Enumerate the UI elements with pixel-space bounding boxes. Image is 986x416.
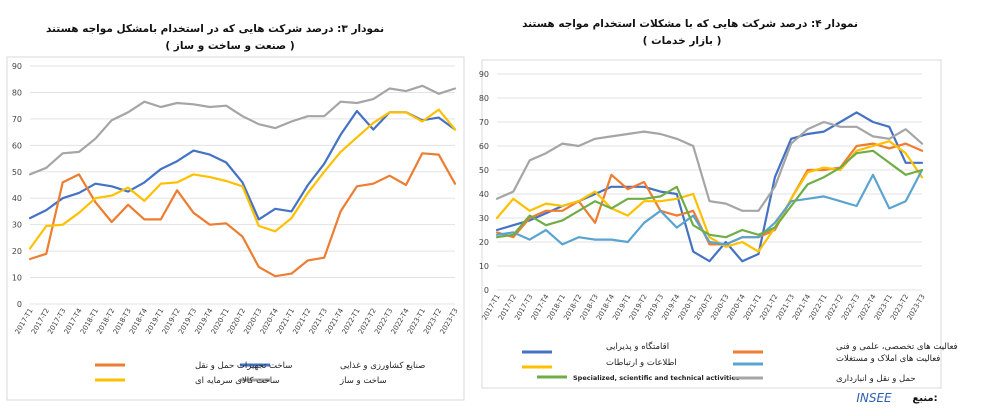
y-tick-label: 50	[12, 168, 22, 177]
legend-label: ساخت تجهیزات حمل و نقل	[195, 361, 292, 371]
series-line-1	[28, 109, 457, 221]
legend-label: فعالیت های املاک و مستغلات	[836, 354, 940, 364]
series-line-2	[495, 142, 924, 246]
chart3-legend: صنایع کشاورزی و غذایی ساخت تجهیزات حمل و …	[95, 361, 425, 386]
legend-label: فعالیت های تخصصی، علمی و فنی	[836, 342, 958, 352]
y-tick-label: 80	[12, 88, 22, 97]
chart4-legend: اقامتگاه و پذیرایی فعالیت های تخصصی، علمی…	[522, 341, 958, 384]
chart4-title: نمودار ۴: درصد شرکت هایی که با مشکلات اس…	[522, 18, 858, 30]
y-tick-label: 20	[12, 247, 22, 256]
y-tick-label: 30	[12, 221, 22, 230]
series-line-3	[28, 84, 457, 176]
y-tick-label: 0	[484, 286, 489, 295]
y-tick-label: 80	[479, 94, 489, 103]
y-tick-label: 60	[479, 142, 489, 151]
legend-label: اقامتگاه و پذیرایی	[606, 341, 669, 352]
y-tick-label: 40	[479, 190, 489, 199]
y-tick-label: 40	[12, 194, 22, 203]
y-tick-label: 0	[17, 300, 22, 309]
plot-frame	[481, 59, 942, 389]
legend-label: حمل و نقل و انبارداری	[836, 374, 916, 384]
y-tick-label: 70	[479, 118, 489, 127]
series-line-4	[28, 108, 457, 250]
series-line-5	[495, 149, 924, 239]
legend-label: Specialized, scientific and technical ac…	[573, 374, 740, 382]
y-tick-label: 90	[12, 62, 22, 71]
chart3-title: نمودار ۳: درصد شرکت هایی که در استخدام ب…	[46, 23, 384, 35]
y-tick-label: 10	[479, 262, 489, 271]
chart4-subtitle: ( بازار خدمات )	[643, 35, 722, 47]
y-tick-label: 50	[479, 166, 489, 175]
y-tick-label: 10	[12, 274, 22, 283]
legend-label: اطلاعات و ارتباطات	[606, 358, 677, 368]
chart3-subtitle: ( صنعت و ساخت و ساز )	[165, 40, 294, 52]
legend-label: صنایع کشاورزی و غذایی	[340, 361, 425, 371]
series-line-2	[28, 152, 457, 278]
y-tick-label: 90	[479, 70, 489, 79]
series-line-6	[495, 120, 924, 212]
y-tick-label: 70	[12, 115, 22, 124]
legend-label: ساخت و ساز	[339, 376, 387, 386]
y-tick-label: 20	[479, 238, 489, 247]
y-tick-label: 30	[479, 214, 489, 223]
y-tick-label: 60	[12, 141, 22, 150]
chart3-plot: 01020304050607080902017-T12017-T22017-T3…	[6, 56, 465, 401]
chart4-plot: 01020304050607080902017-T12017-T22017-T3…	[479, 59, 942, 389]
legend-label: ساخت کالای سرمایه ای	[195, 376, 279, 386]
series-line-1	[495, 111, 924, 263]
plot-frame	[6, 56, 465, 401]
source-value: INSEE	[856, 391, 892, 405]
series-line-4	[495, 168, 924, 246]
source-label: منبع:	[912, 393, 937, 404]
